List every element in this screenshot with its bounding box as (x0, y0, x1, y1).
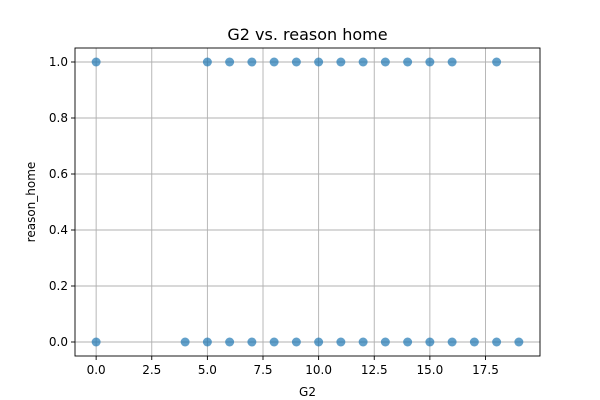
x-ticks: 0.0 2.5 5.0 7.5 10.0 12.5 15.0 17.5 (87, 356, 499, 377)
y-tick-label: 0.8 (49, 111, 68, 125)
x-tick-label: 15.0 (417, 363, 444, 377)
grid-layer (75, 48, 540, 356)
data-point (269, 57, 279, 67)
data-point (403, 57, 413, 67)
x-tick-label: 17.5 (472, 363, 499, 377)
data-point (314, 57, 324, 67)
plot-frame (74, 47, 541, 357)
data-point (314, 337, 324, 347)
data-point (91, 337, 101, 347)
y-tick-label: 1.0 (49, 55, 68, 69)
data-point (180, 337, 190, 347)
points-layer (91, 57, 524, 347)
data-point (336, 337, 346, 347)
chart-title: G2 vs. reason home (227, 25, 387, 44)
data-point (91, 57, 101, 67)
data-point (269, 337, 279, 347)
y-tick-label: 0.0 (49, 335, 68, 349)
data-point (514, 337, 524, 347)
x-tick-label: 7.5 (253, 363, 272, 377)
data-point (336, 57, 346, 67)
y-ticks: 0.0 0.2 0.4 0.6 0.8 1.0 (49, 55, 75, 349)
y-tick-label: 0.4 (49, 223, 68, 237)
data-point (380, 57, 390, 67)
data-point (225, 57, 235, 67)
x-tick-label: 5.0 (198, 363, 217, 377)
data-point (403, 337, 413, 347)
data-point (447, 337, 457, 347)
data-point (469, 337, 479, 347)
data-point (425, 57, 435, 67)
data-point (492, 337, 502, 347)
data-point (247, 57, 257, 67)
y-tick-label: 0.6 (49, 167, 68, 181)
y-tick-label: 0.2 (49, 279, 68, 293)
data-point (380, 337, 390, 347)
data-point (247, 337, 257, 347)
data-point (358, 57, 368, 67)
data-point (358, 337, 368, 347)
data-point (202, 57, 212, 67)
data-point (291, 337, 301, 347)
x-tick-label: 12.5 (361, 363, 388, 377)
data-point (202, 337, 212, 347)
data-point (225, 337, 235, 347)
data-point (447, 57, 457, 67)
data-point (425, 337, 435, 347)
x-axis-label: G2 (299, 385, 316, 399)
data-point (492, 57, 502, 67)
x-tick-label: 10.0 (305, 363, 332, 377)
data-point (291, 57, 301, 67)
y-axis-label: reason_home (24, 162, 38, 243)
x-tick-label: 0.0 (87, 363, 106, 377)
x-tick-label: 2.5 (142, 363, 161, 377)
